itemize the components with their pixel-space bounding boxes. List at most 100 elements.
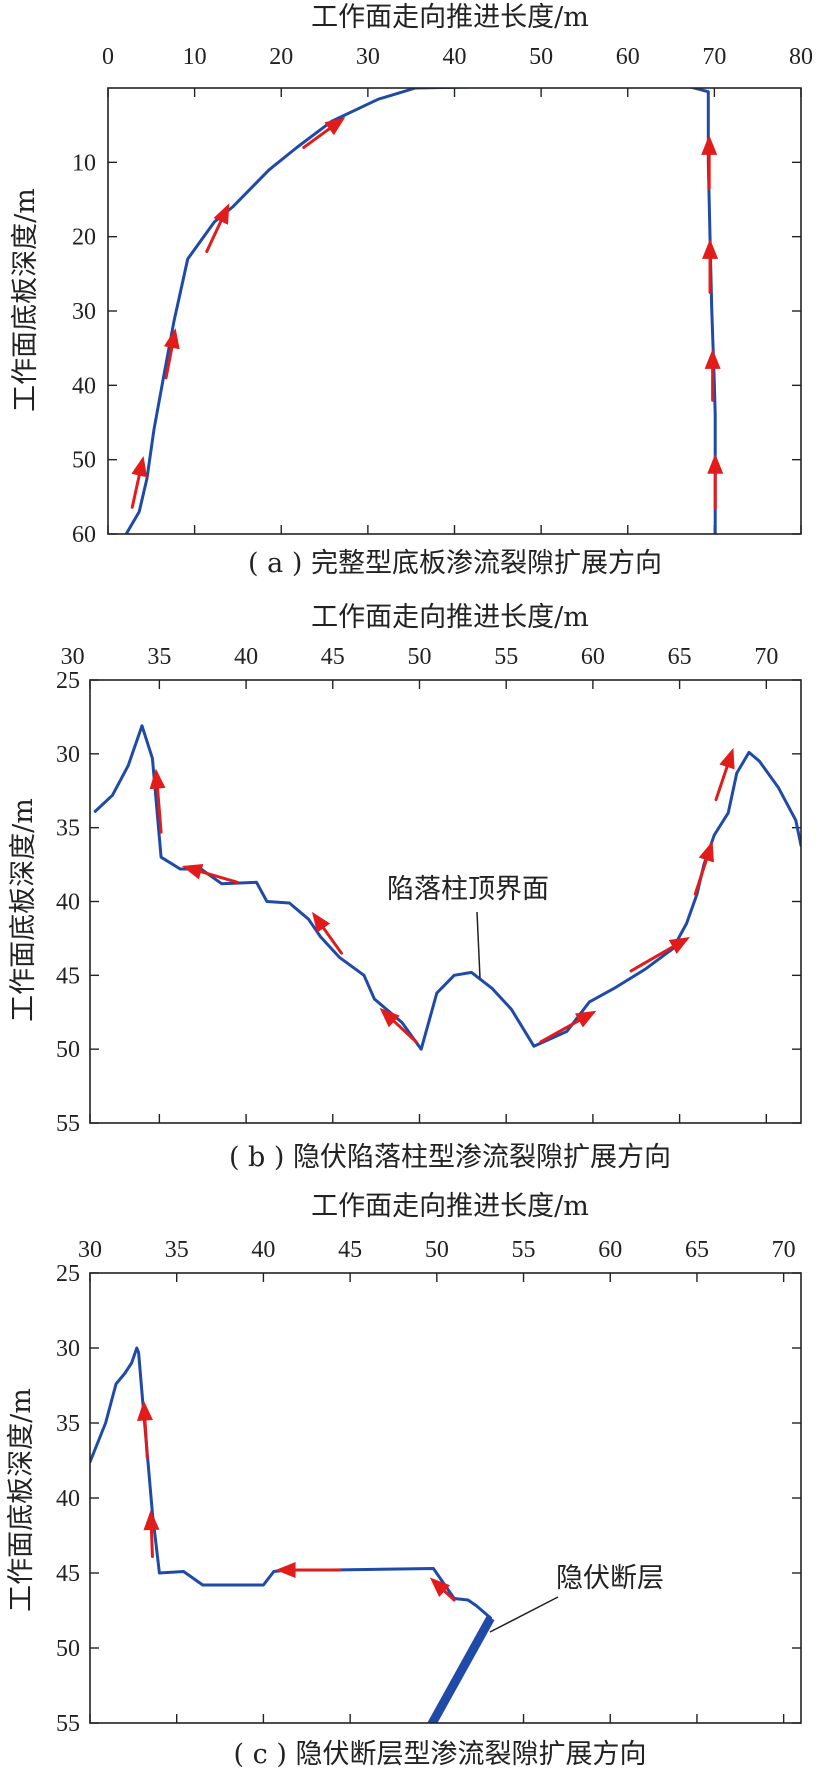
panel-b-direction-arrow	[539, 1010, 597, 1044]
arrow-shaft	[164, 346, 174, 380]
panel-a-direction-arrow	[163, 328, 180, 380]
panel-b-x-tick-label: 50	[407, 644, 431, 670]
panel-b-x-axis-title: 工作面走向推进长度/m	[311, 602, 589, 633]
panel-b-direction-arrow	[714, 747, 735, 802]
panel-b-y-axis-title: 工作面底板深度/m	[8, 798, 39, 1022]
panel-a-x-ticks: 0 10 20 30 40 50 60 70 80	[102, 44, 813, 534]
panel-a-direction-arrow	[707, 453, 724, 510]
arrow-shaft	[322, 926, 343, 955]
panel-b-caption: ( b ) 隐伏陷落柱型渗流裂隙扩展方向	[229, 1142, 671, 1173]
arrow-shaft	[629, 945, 675, 973]
panel-c-annotation-hidden-fault: 隐伏断层	[556, 1563, 664, 1594]
panel-a-x-axis-title: 工作面走向推进长度/m	[311, 2, 589, 33]
panel-c-marks	[90, 1346, 495, 1723]
panel-b-direction-arrow	[311, 911, 343, 955]
panel-c-fracture-curve	[90, 1346, 493, 1620]
panel-a-y-tick-label: 10	[72, 150, 96, 176]
arrow-head	[181, 864, 204, 880]
panel-c-y-tick-label: 30	[56, 1336, 80, 1362]
panel-a-direction-arrow	[302, 116, 346, 149]
panel-a-x-tick-label: 50	[529, 44, 553, 70]
panel-c-y-tick-label: 40	[56, 1486, 80, 1512]
panel-c-y-ticks: 25 30 35 40 45 50 55	[56, 1261, 801, 1737]
panel-c-y-tick-label: 50	[56, 1636, 80, 1662]
panel-b-direction-arrow	[379, 1007, 418, 1044]
panel-a-y-tick-label: 50	[72, 448, 96, 474]
panel-c-x-tick-label: 45	[338, 1237, 362, 1263]
panel-b-y-tick-label: 45	[56, 963, 80, 989]
arrow-shaft	[443, 1589, 456, 1602]
panel-b-y-tick-label: 40	[56, 890, 80, 916]
panel-c-x-tick-label: 70	[772, 1237, 796, 1263]
arrow-head	[575, 1010, 597, 1028]
panel-b-direction-arrow	[181, 864, 239, 884]
arrow-shaft	[693, 858, 708, 896]
panel-c-direction-arrow	[143, 1510, 160, 1558]
panel-c-y-tick-label: 45	[56, 1561, 80, 1587]
arrow-shaft	[156, 787, 163, 834]
panel-b-x-ticks: 30 35 40 45 50 55 60 65 70	[61, 644, 778, 1123]
panel-a-direction-arrow	[704, 348, 721, 402]
panel-b-x-tick-label: 70	[754, 644, 778, 670]
panel-a-direction-arrow	[205, 203, 230, 254]
arrow-head	[707, 453, 724, 474]
panel-c-fault-line	[427, 1615, 495, 1723]
arrow-head	[324, 116, 346, 136]
panel-a-x-tick-label: 0	[102, 44, 114, 70]
panel-b-direction-arrow	[629, 936, 691, 973]
panel-c-direction-arrow	[275, 1562, 342, 1578]
panel-c-x-tick-label: 60	[598, 1237, 622, 1263]
panel-b-y-ticks: 25 30 35 40 45 50 55	[56, 668, 801, 1137]
panel-b-plot-area	[93, 724, 801, 1051]
panel-a-frame	[107, 87, 802, 535]
panel-a-y-tick-label: 40	[72, 373, 96, 399]
panel-a-fracture-curve	[124, 88, 717, 534]
panel-a-x-tick-label: 10	[183, 44, 207, 70]
panel-a-x-tick-label: 40	[443, 44, 467, 70]
panel-b-frame	[89, 679, 802, 1124]
arrow-shaft	[130, 473, 141, 509]
panel-b-x-tick-label: 40	[234, 644, 258, 670]
panel-c-x-tick-label: 35	[165, 1237, 189, 1263]
panel-c-x-tick-label: 40	[251, 1237, 275, 1263]
arrow-shaft	[714, 765, 729, 802]
panel-a-x-tick-label: 60	[616, 44, 640, 70]
arrow-head	[701, 134, 718, 155]
panel-b-marks	[93, 724, 801, 1051]
panel-a-x-tick-label: 70	[702, 44, 726, 70]
arrow-head	[379, 1007, 400, 1028]
panel-c-x-tick-label: 65	[685, 1237, 709, 1263]
panel-a-marks	[124, 88, 724, 534]
panel-c-x-tick-label: 50	[425, 1237, 449, 1263]
arrow-shaft	[149, 1528, 154, 1558]
panel-c-x-tick-label: 55	[512, 1237, 536, 1263]
panel-a-direction-arrow	[701, 134, 718, 190]
arrow-shaft	[539, 1019, 581, 1044]
panel-b-x-tick-label: 65	[668, 644, 692, 670]
panel-b-annotation-collapse-column-top: 陷落柱顶界面	[387, 874, 549, 905]
panel-c: 工作面走向推进长度/m 30 35 40 45 50 55 60 65 70 253035404…	[6, 1191, 802, 1770]
arrow-head	[131, 455, 148, 478]
panel-c-x-ticks: 30 35 40 45 50 55 60 65 70	[78, 1237, 796, 1723]
arrow-shaft	[143, 1418, 149, 1459]
panel-a-y-tick-label: 30	[72, 299, 96, 325]
arrow-head	[702, 238, 719, 259]
arrow-head	[668, 936, 691, 954]
arrow-head	[149, 768, 166, 790]
panel-c-y-tick-label: 25	[56, 1261, 80, 1287]
arrow-shaft	[199, 870, 239, 884]
panel-b-annotation-leader	[476, 911, 481, 979]
panel-a-x-tick-label: 30	[356, 44, 380, 70]
panel-b-y-tick-label: 30	[56, 742, 80, 768]
arrow-shaft	[205, 219, 223, 254]
arrow-head	[275, 1562, 296, 1578]
arrow-head	[698, 840, 714, 863]
panel-b-x-tick-label: 45	[321, 644, 345, 670]
arrow-head	[136, 1400, 153, 1421]
arrow-head	[704, 348, 721, 369]
panel-a-x-tick-label: 20	[269, 44, 293, 70]
arrow-head	[163, 328, 180, 350]
panel-c-annotation-leader	[489, 1596, 559, 1633]
panel-b-x-tick-label: 35	[147, 644, 171, 670]
